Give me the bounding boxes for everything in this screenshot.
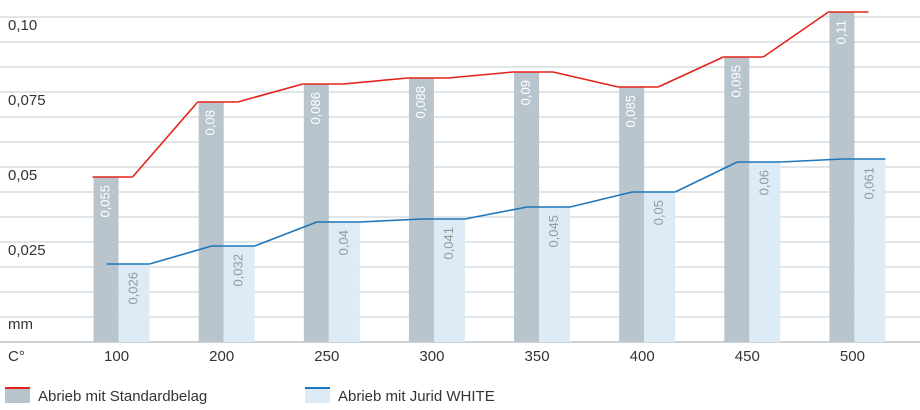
legend-swatch: [5, 388, 30, 403]
bar: [539, 207, 571, 342]
line-connector: [254, 221, 318, 247]
bar: [328, 222, 360, 342]
bar: [854, 159, 886, 342]
value-label: 0,032: [231, 254, 246, 287]
value-label: 0,085: [623, 95, 638, 128]
line-connector: [131, 101, 199, 178]
bar: [198, 102, 224, 342]
value-label: 0,086: [308, 92, 323, 125]
value-label: 0,08: [203, 110, 218, 135]
value-label: 0,06: [756, 170, 771, 195]
value-label: 0,055: [98, 185, 113, 218]
value-label: 0,061: [861, 167, 876, 200]
y-tick-label: 0,05: [8, 167, 37, 184]
y-axis-label: mm: [8, 316, 33, 333]
line-connector: [149, 245, 212, 265]
value-label: 0,09: [518, 80, 533, 105]
value-label: 0,045: [546, 215, 561, 248]
value-label: 0,04: [336, 230, 351, 255]
value-label: 0,026: [126, 272, 141, 305]
line-connector: [464, 206, 528, 220]
y-tick-label: 0,10: [8, 17, 37, 34]
value-label: 0,05: [651, 200, 666, 225]
bar: [93, 177, 119, 342]
bar: [408, 78, 434, 342]
line-connector: [657, 56, 724, 88]
value-label: 0,088: [413, 86, 428, 119]
line-connector: [674, 161, 738, 193]
bar: [303, 84, 329, 342]
x-tick-label: 350: [525, 348, 550, 365]
legend-swatch: [305, 388, 330, 403]
value-label: 0,11: [833, 20, 848, 44]
bar: [619, 87, 645, 342]
line-connector: [359, 218, 422, 223]
bar: [223, 246, 255, 342]
bar: [724, 57, 750, 342]
x-tick-label: 500: [840, 348, 865, 365]
line-connector: [762, 11, 829, 58]
x-tick-label: 400: [630, 348, 655, 365]
line-connector: [447, 71, 514, 79]
x-tick-label: 450: [735, 348, 760, 365]
value-label: 0,041: [441, 227, 456, 260]
x-tick-label: 100: [104, 348, 129, 365]
x-axis-label: C°: [8, 348, 25, 365]
bar: [644, 192, 676, 342]
line-connector: [237, 83, 304, 103]
line-connector: [552, 71, 619, 88]
value-label: 0,095: [728, 65, 743, 98]
line-connector: [569, 191, 633, 208]
x-tick-label: 200: [209, 348, 234, 365]
y-tick-label: 0,075: [8, 92, 46, 109]
bar: [829, 12, 855, 342]
bar: [118, 264, 150, 342]
line-connector: [780, 158, 843, 163]
x-tick-label: 250: [314, 348, 339, 365]
bar: [749, 162, 781, 342]
bar: [433, 219, 465, 342]
y-tick-label: 0,025: [8, 242, 46, 259]
x-tick-label: 300: [419, 348, 444, 365]
line-connector: [342, 77, 409, 85]
legend-label: Abrieb mit Standardbelag: [38, 388, 207, 405]
legend-label: Abrieb mit Jurid WHITE: [338, 388, 495, 405]
